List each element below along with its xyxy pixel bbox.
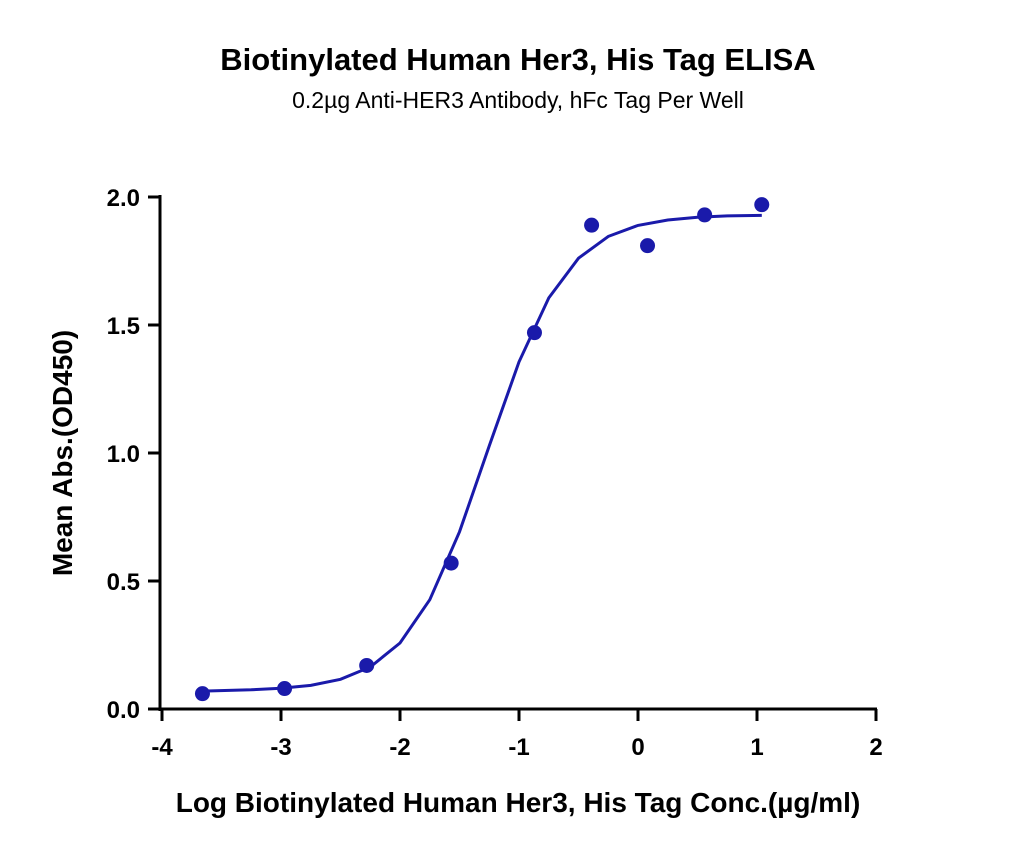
data-point [640,238,656,254]
y-tick-label: 1.0 [107,441,140,468]
x-tick-label: -4 [151,734,173,761]
y-tick-label: 1.5 [107,313,140,340]
chart-subtitle: 0.2µg Anti-HER3 Antibody, hFc Tag Per We… [292,87,744,113]
x-tick-label: 0 [631,734,644,761]
x-axis-label: Log Biotinylated Human Her3, His Tag Con… [176,787,861,818]
data-point [754,197,770,213]
x-tick-label: 2 [869,734,882,761]
y-tick-label: 0.5 [107,569,140,596]
data-point [584,217,600,233]
y-tick-label: 0.0 [107,697,140,724]
y-axis-label: Mean Abs.(OD450) [47,330,78,576]
x-tick-label: -1 [508,734,529,761]
fit-curve [202,213,762,693]
x-tick-label: -3 [270,734,291,761]
x-tick-label: 1 [750,734,763,761]
data-point [697,207,713,223]
data-point [443,555,459,571]
y-tick-label: 2.0 [107,185,140,212]
chart-title: Biotinylated Human Her3, His Tag ELISA [220,42,815,77]
data-point [526,325,542,341]
data-point [359,657,375,673]
x-tick-label: -2 [389,734,410,761]
data-point [194,686,210,702]
data-point [277,681,293,697]
